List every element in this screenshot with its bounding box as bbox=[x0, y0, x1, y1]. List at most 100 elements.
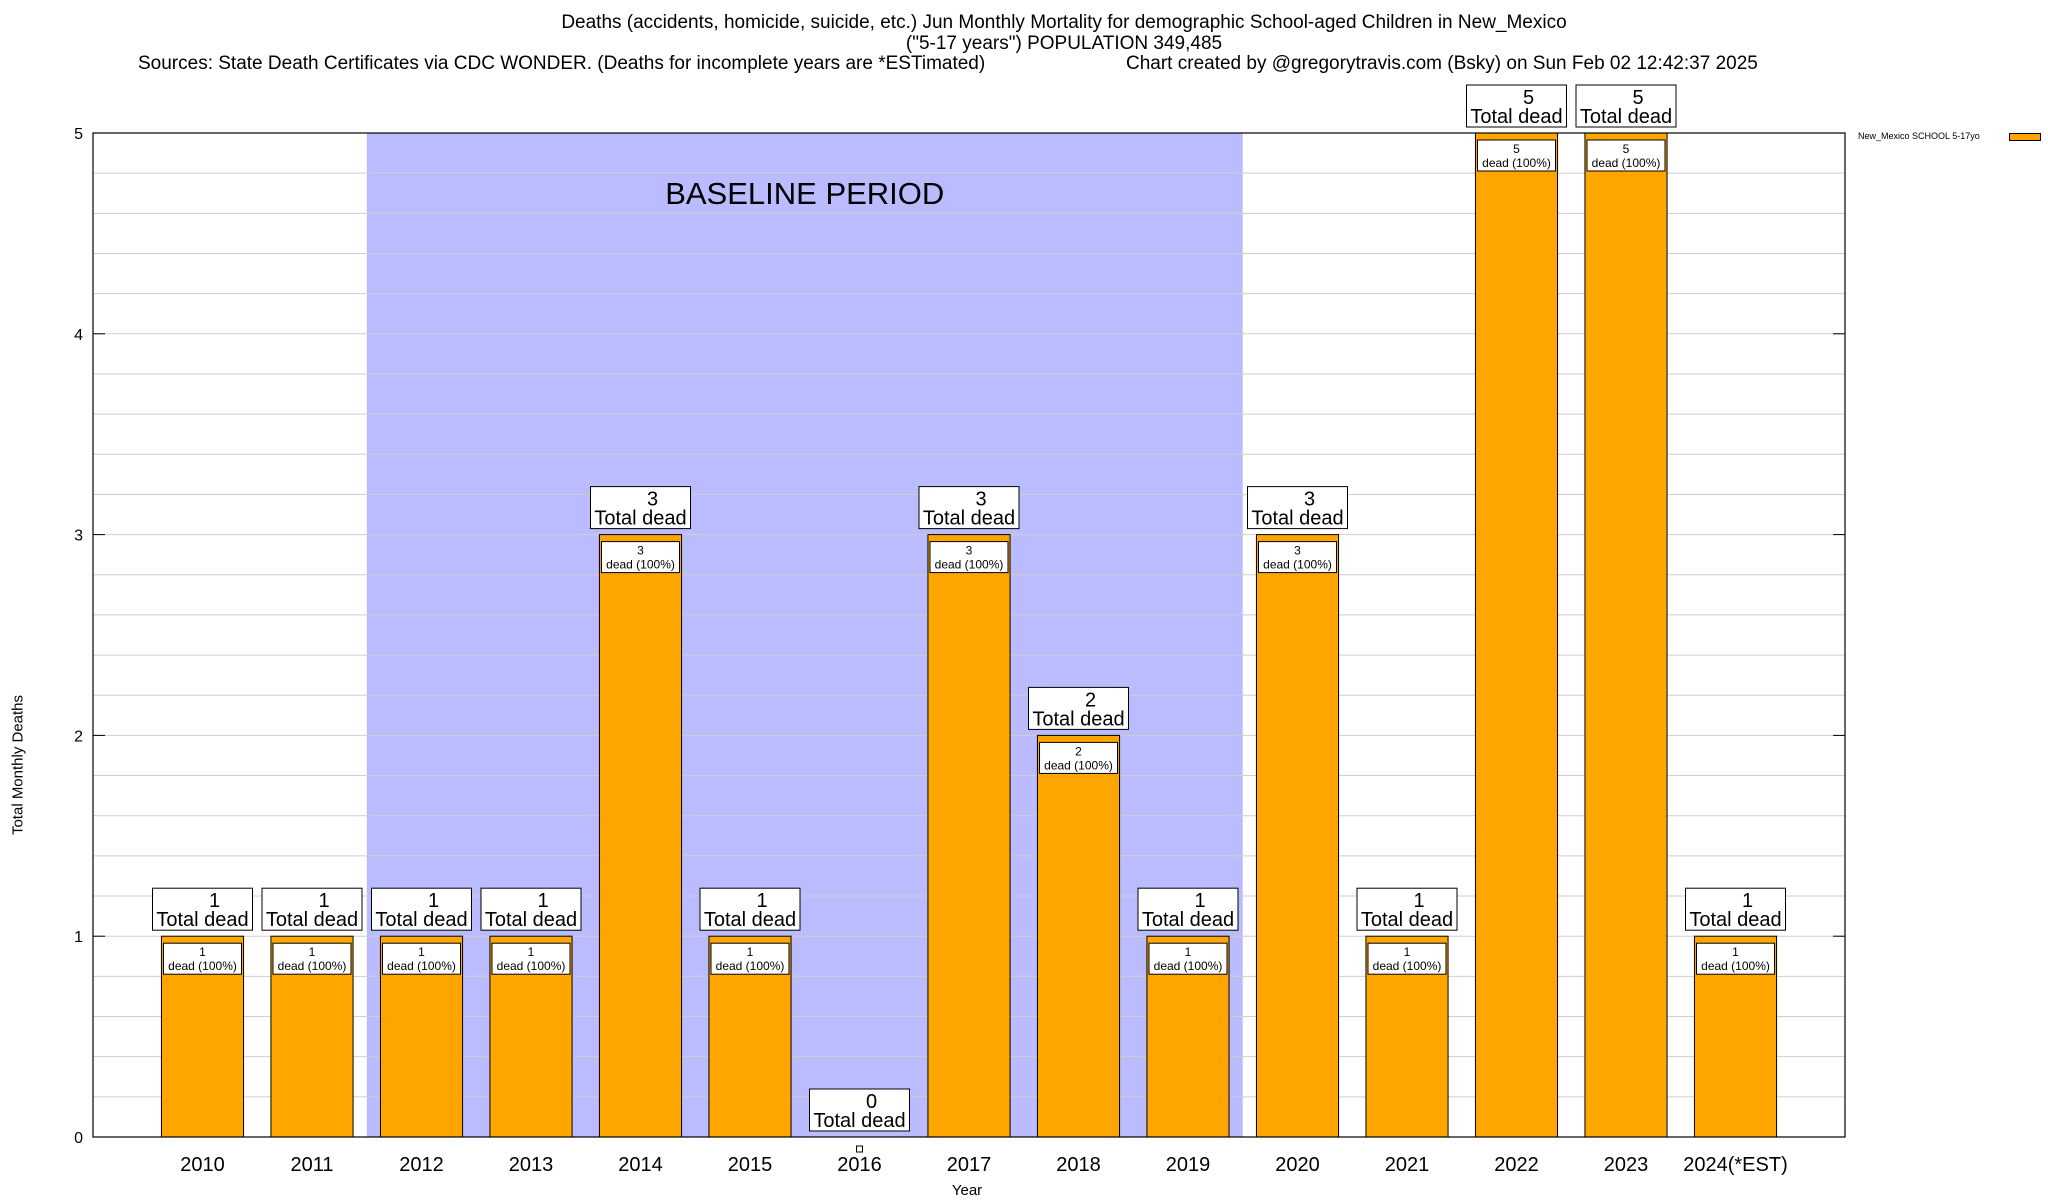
bar bbox=[927, 534, 1011, 1138]
bar-inner-value: 1 bbox=[199, 945, 206, 959]
bar-total-label: Total dead bbox=[923, 508, 1015, 530]
x-tick-label: 2014 bbox=[618, 1154, 663, 1176]
bar-total-label-box bbox=[809, 1088, 910, 1132]
bar-total-value: 5 bbox=[1523, 87, 1534, 109]
bar-inner-value: 1 bbox=[309, 945, 316, 959]
x-tick-label: 2022 bbox=[1494, 1154, 1539, 1176]
x-tick-label: 2023 bbox=[1604, 1154, 1649, 1176]
chart-title-line-2: ("5-17 years") POPULATION 349,485 bbox=[905, 33, 1223, 54]
bar-inner-label: dead (100%) bbox=[1044, 758, 1113, 772]
bar-total-value: 1 bbox=[1742, 890, 1753, 912]
bar-inner-label-box bbox=[1258, 541, 1337, 574]
bar-inner-label: dead (100%) bbox=[497, 959, 566, 973]
bar-inner-value: 3 bbox=[1294, 544, 1301, 558]
bar-inner-value: 1 bbox=[1404, 945, 1411, 959]
bar-inner-value: 5 bbox=[1513, 142, 1520, 156]
bar bbox=[1584, 132, 1668, 1138]
bar-inner-value: 1 bbox=[1185, 945, 1192, 959]
bar-inner-value: 1 bbox=[528, 945, 535, 959]
bar-inner-label: dead (100%) bbox=[1263, 558, 1332, 572]
bar-total-label-box bbox=[1466, 84, 1567, 128]
x-tick-label: 2012 bbox=[399, 1154, 444, 1176]
bar-total-label-box bbox=[1356, 887, 1458, 931]
chart-credit: Chart created by @gregorytravis.com (Bsk… bbox=[1126, 53, 1758, 74]
bar-total-label: Total dead bbox=[813, 1110, 905, 1132]
y-tick-label: 5 bbox=[74, 126, 83, 143]
x-tick-label: 2011 bbox=[290, 1154, 333, 1176]
bar-inner-label: dead (100%) bbox=[606, 558, 675, 572]
bar-total-value: 1 bbox=[756, 890, 767, 912]
bar-inner-label-box bbox=[1039, 741, 1118, 774]
bar-total-value: 1 bbox=[1194, 890, 1205, 912]
bar-total-label: Total dead bbox=[485, 909, 577, 931]
bar-total-label-box bbox=[152, 887, 253, 931]
bar-total-label: Total dead bbox=[1251, 508, 1343, 530]
x-tick-label: 2010 bbox=[180, 1154, 225, 1176]
bar-total-label: Total dead bbox=[594, 508, 686, 530]
bar-total-value: 1 bbox=[1413, 890, 1424, 912]
bar-total-label: Total dead bbox=[1470, 106, 1562, 128]
bar-inner-label-box bbox=[382, 942, 461, 975]
chart-title-line-1: Deaths (accidents, homicide, suicide, et… bbox=[561, 12, 1567, 33]
x-tick-label: 2013 bbox=[509, 1154, 554, 1176]
legend-swatch bbox=[2009, 133, 2041, 141]
x-tick-label: 2016 bbox=[837, 1154, 882, 1176]
bar-inner-label: dead (100%) bbox=[1482, 156, 1551, 170]
bar bbox=[1474, 132, 1559, 1138]
bar-total-label: Total dead bbox=[156, 909, 248, 931]
bar-total-label-box bbox=[371, 887, 472, 931]
bar-inner-value: 3 bbox=[637, 544, 644, 558]
bar-inner-value: 2 bbox=[1075, 744, 1082, 758]
bar bbox=[598, 534, 683, 1138]
baseline-period-label: BASELINE PERIOD bbox=[665, 176, 944, 211]
bar-total-label-box bbox=[590, 486, 691, 530]
bar-inner-label-box bbox=[163, 942, 242, 975]
bar-inner-value: 5 bbox=[1623, 142, 1630, 156]
x-tick-label: 2021 bbox=[1385, 1154, 1430, 1176]
legend-label: New_Mexico SCHOOL 5-17yo bbox=[1858, 131, 1980, 141]
bar-total-label-box bbox=[1137, 887, 1239, 931]
bar-total-value: 0 bbox=[866, 1091, 877, 1113]
bar-total-value: 3 bbox=[1304, 489, 1315, 511]
plot-border bbox=[92, 132, 1846, 1138]
x-tick-label: 2015 bbox=[728, 1154, 773, 1176]
bar-inner-label-box bbox=[1586, 139, 1666, 172]
bar-inner-value: 1 bbox=[1732, 945, 1739, 959]
bar-inner-label: dead (100%) bbox=[387, 959, 456, 973]
bar-inner-label-box bbox=[491, 942, 571, 975]
bar-inner-label: dead (100%) bbox=[1701, 959, 1770, 973]
bar-total-value: 1 bbox=[318, 890, 329, 912]
y-tick-label: 4 bbox=[74, 327, 83, 344]
bar-inner-value: 1 bbox=[747, 945, 754, 959]
bar-total-label-box bbox=[1028, 686, 1129, 730]
bar-total-label: Total dead bbox=[375, 909, 467, 931]
bar-total-label: Total dead bbox=[1580, 106, 1672, 128]
bar bbox=[1255, 534, 1340, 1138]
bar-inner-label-box bbox=[1148, 942, 1228, 975]
bar-total-label-box bbox=[1685, 887, 1786, 931]
bar-total-value: 1 bbox=[209, 890, 220, 912]
bar-total-label: Total dead bbox=[1361, 909, 1453, 931]
bar-inner-label-box bbox=[710, 942, 790, 975]
bar-total-label: Total dead bbox=[1142, 909, 1234, 931]
bar-total-value: 1 bbox=[537, 890, 548, 912]
x-tick-label: 2018 bbox=[1056, 1154, 1101, 1176]
bar-inner-label: dead (100%) bbox=[168, 959, 237, 973]
bar-total-label-box bbox=[699, 887, 801, 931]
bar-total-label-box bbox=[1575, 84, 1677, 128]
chart-sources: Sources: State Death Certificates via CD… bbox=[138, 53, 986, 74]
x-axis-label: Year bbox=[951, 1182, 983, 1199]
bar-total-label-box bbox=[480, 887, 582, 931]
bar-inner-label-box bbox=[1696, 942, 1775, 975]
bar-total-label-box bbox=[261, 887, 363, 931]
bar bbox=[1036, 734, 1121, 1138]
bar-inner-label: dead (100%) bbox=[1373, 959, 1442, 973]
bar-inner-label: dead (100%) bbox=[1154, 959, 1223, 973]
y-axis-label: Total Monthly Deaths bbox=[9, 694, 27, 836]
bar-total-label: Total dead bbox=[704, 909, 796, 931]
bar-total-label: Total dead bbox=[1689, 909, 1781, 931]
bar-inner-label: dead (100%) bbox=[278, 959, 347, 973]
bar-inner-label-box bbox=[1477, 139, 1556, 172]
bar-inner-value: 3 bbox=[966, 544, 973, 558]
